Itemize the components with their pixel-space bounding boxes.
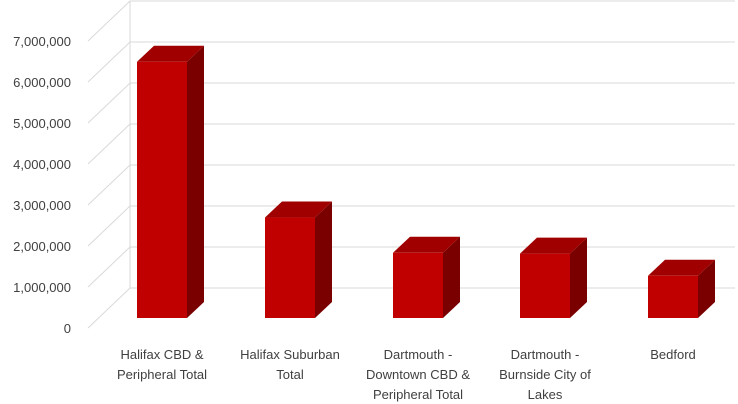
bar [520, 237, 587, 318]
chart-gridlines [87, 0, 735, 329]
gridline-side [87, 164, 131, 206]
bar-side-face [187, 45, 204, 318]
y-tick-label: 4,000,000 [13, 157, 71, 172]
y-tick-label: 5,000,000 [13, 116, 71, 131]
gridline-side [87, 246, 131, 288]
bar-front-face [137, 61, 187, 318]
bar-side-face [570, 237, 587, 318]
bar-top-face [648, 259, 715, 276]
bar-side-face [698, 259, 715, 318]
x-category-label: Dartmouth -Downtown CBD & Peripheral Tota… [366, 347, 470, 402]
bar [393, 236, 460, 318]
y-tick-label: 3,000,000 [13, 198, 71, 213]
gridline-side [87, 0, 131, 42]
chart-bars [137, 45, 715, 318]
bar-side-face [315, 201, 332, 318]
bar [137, 45, 204, 318]
bar-top-face [393, 236, 460, 253]
gridline-side [87, 123, 131, 165]
gridline-side [87, 205, 131, 247]
gridline-side [87, 82, 131, 124]
x-category-label: Dartmouth -Burnside City of Lakes [499, 347, 591, 402]
bar-top-face [520, 237, 587, 254]
bar-side-face [443, 236, 460, 318]
y-tick-label: 6,000,000 [13, 75, 71, 90]
y-tick-label: 0 [64, 321, 71, 336]
y-tick-label: 7,000,000 [13, 34, 71, 49]
bar [265, 201, 332, 318]
bar-top-face [265, 201, 332, 218]
y-tick-label: 2,000,000 [13, 239, 71, 254]
bar-front-face [648, 275, 698, 318]
gridline-side [87, 41, 131, 83]
x-category-label: Halifax Suburban Total [240, 347, 340, 382]
bar [648, 259, 715, 318]
bar-top-face [137, 45, 204, 62]
y-tick-label: 1,000,000 [13, 280, 71, 295]
y-axis-tick-labels: 0 1,000,000 2,000,000 3,000,000 4,000,000 5,0… [13, 34, 71, 336]
x-category-label: Halifax CBD & Peripheral Total [117, 347, 207, 382]
bar-front-face [393, 252, 443, 318]
bar-front-face [265, 217, 315, 318]
x-category-label: Bedford [650, 347, 696, 362]
bar-front-face [520, 253, 570, 318]
x-axis-category-labels: Halifax CBD & Peripheral Total Halifax Sub… [117, 347, 696, 402]
gridline-side [87, 287, 131, 329]
